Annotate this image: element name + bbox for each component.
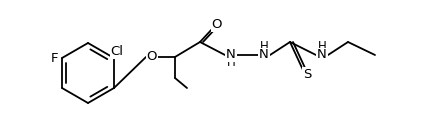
Text: O: O — [211, 18, 222, 31]
Text: F: F — [50, 51, 58, 64]
Text: N: N — [317, 48, 326, 62]
Text: O: O — [147, 51, 157, 63]
Text: H: H — [226, 56, 235, 70]
Text: Cl: Cl — [110, 46, 123, 59]
Text: H: H — [259, 40, 268, 54]
Text: H: H — [317, 40, 325, 54]
Text: N: N — [226, 48, 235, 62]
Text: N: N — [259, 48, 268, 62]
Text: S: S — [302, 67, 311, 80]
